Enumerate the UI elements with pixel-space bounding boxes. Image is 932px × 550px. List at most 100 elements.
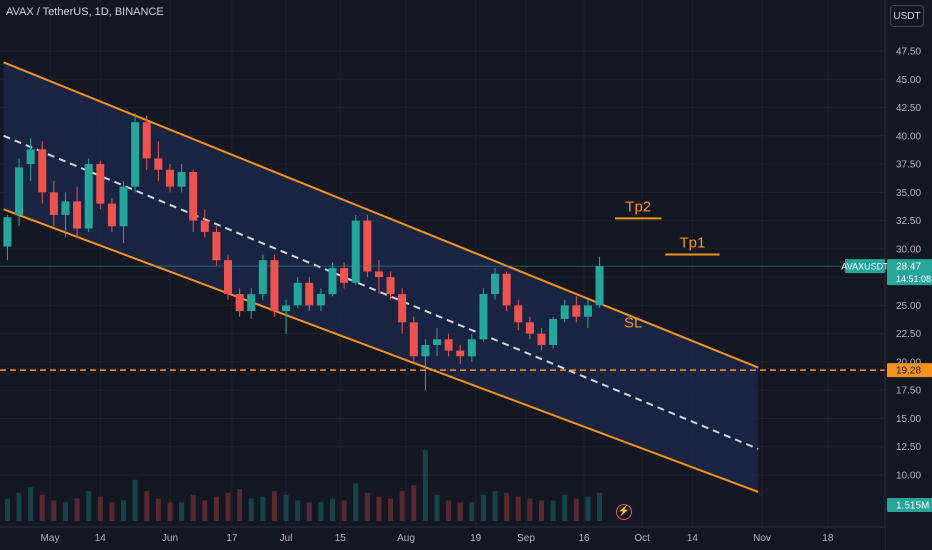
candle (293, 277, 302, 308)
candle (502, 271, 511, 312)
volume-bar (504, 492, 510, 521)
time-tick-label: Sep (517, 533, 535, 544)
candle-body (560, 305, 569, 319)
volume-bar (364, 492, 370, 521)
volume-bar (39, 494, 45, 521)
candle-body (224, 260, 233, 295)
volume-bar (399, 491, 405, 521)
currency-button[interactable]: USDT (890, 5, 924, 27)
candle-body (479, 294, 488, 340)
price-tick-label: 37.50 (896, 160, 921, 171)
candle-body (525, 322, 534, 334)
candle-body (386, 277, 395, 295)
time-tick-label: 16 (578, 533, 590, 544)
candle (467, 333, 476, 362)
volume-bar (97, 496, 103, 521)
price-axis[interactable]: 47.50 45.00 42.50 40.00 37.50 35.00 32.50 30.00… (841, 0, 932, 550)
lightning-icon[interactable]: ⚡ (616, 504, 632, 520)
time-tick-label: 19 (470, 533, 482, 544)
candle (340, 262, 349, 289)
volume-bar (62, 502, 68, 521)
volume-bar (225, 492, 231, 521)
volume-bar (330, 498, 336, 521)
candle-body (305, 282, 314, 306)
candle (235, 288, 244, 317)
price-tick-label: 47.50 (896, 47, 921, 58)
annotations[interactable]: Tp2 Tp1 SL (0, 198, 885, 371)
candle (572, 296, 581, 323)
volume-bar (434, 494, 440, 521)
candle (444, 333, 453, 357)
candle-body (421, 344, 430, 357)
candle-body (270, 260, 279, 312)
channel-upper-line[interactable] (3, 61, 759, 369)
level-price-tag[interactable] (887, 363, 932, 378)
volume-bar (121, 500, 127, 521)
candle-body (398, 294, 407, 323)
candle (560, 299, 569, 323)
candle-body (96, 164, 105, 204)
volume-bar (132, 479, 138, 521)
candle-body (177, 171, 186, 187)
candle (456, 344, 465, 365)
candle-body (491, 273, 500, 295)
volume-bar (271, 491, 277, 521)
volume-bar (573, 498, 579, 521)
candle (61, 192, 70, 238)
candle (305, 277, 314, 312)
volume-bar (469, 502, 475, 521)
candle-body (316, 294, 325, 306)
candle (514, 299, 523, 331)
volume-bar (4, 498, 10, 521)
volume-tag[interactable] (887, 498, 932, 512)
price-tick-label: 17.50 (896, 386, 921, 397)
volume-bar (144, 491, 150, 521)
volume-bar (248, 498, 254, 521)
volume-bar (260, 496, 266, 521)
candle-body (433, 339, 441, 345)
volume-bar (341, 500, 347, 521)
volume-bar (16, 492, 22, 521)
volume-bar (28, 487, 34, 521)
volume-bar (446, 500, 452, 521)
volume-bar (51, 500, 57, 521)
last-price-tag[interactable] (887, 259, 932, 286)
price-tick-label: 10.00 (896, 471, 921, 482)
last-price-label: 28.47 (896, 262, 921, 273)
volume-bar (388, 498, 394, 521)
candle (154, 141, 163, 182)
volume-bar (318, 502, 324, 521)
volume-bar (527, 498, 533, 521)
candle-body (374, 271, 383, 278)
price-tick-label: 45.00 (896, 75, 921, 86)
tp1-label: Tp1 (679, 235, 705, 252)
candle (363, 214, 372, 278)
price-tick-label: 35.00 (896, 188, 921, 199)
time-axis[interactable]: May 14 Jun 17 Jul 15 Aug 19 Sep 16 Oct 14 Nov 18 (0, 526, 885, 550)
candle (421, 339, 430, 391)
volume-bar (295, 500, 301, 521)
candle (84, 158, 93, 232)
candle (316, 288, 325, 312)
time-tick-label: Oct (634, 533, 650, 544)
candle (200, 209, 209, 238)
price-tick-label: 12.50 (896, 442, 921, 453)
candle (49, 181, 58, 227)
volume-bar (179, 502, 185, 521)
volume-bar (237, 489, 243, 521)
channel-lower-line[interactable] (3, 208, 759, 493)
candle-body (409, 322, 418, 357)
candle (549, 316, 558, 349)
candle-body (583, 305, 592, 317)
candle-body (247, 294, 256, 312)
candle-body (200, 220, 209, 232)
volume-bar (515, 496, 521, 521)
symbol-tag[interactable] (845, 259, 885, 274)
level-price-label: 19.28 (896, 366, 921, 377)
candle-body (293, 282, 302, 306)
volume-bar (562, 494, 568, 521)
volume-bar (190, 494, 196, 521)
candle (258, 254, 267, 300)
channel-midline[interactable] (3, 134, 759, 450)
